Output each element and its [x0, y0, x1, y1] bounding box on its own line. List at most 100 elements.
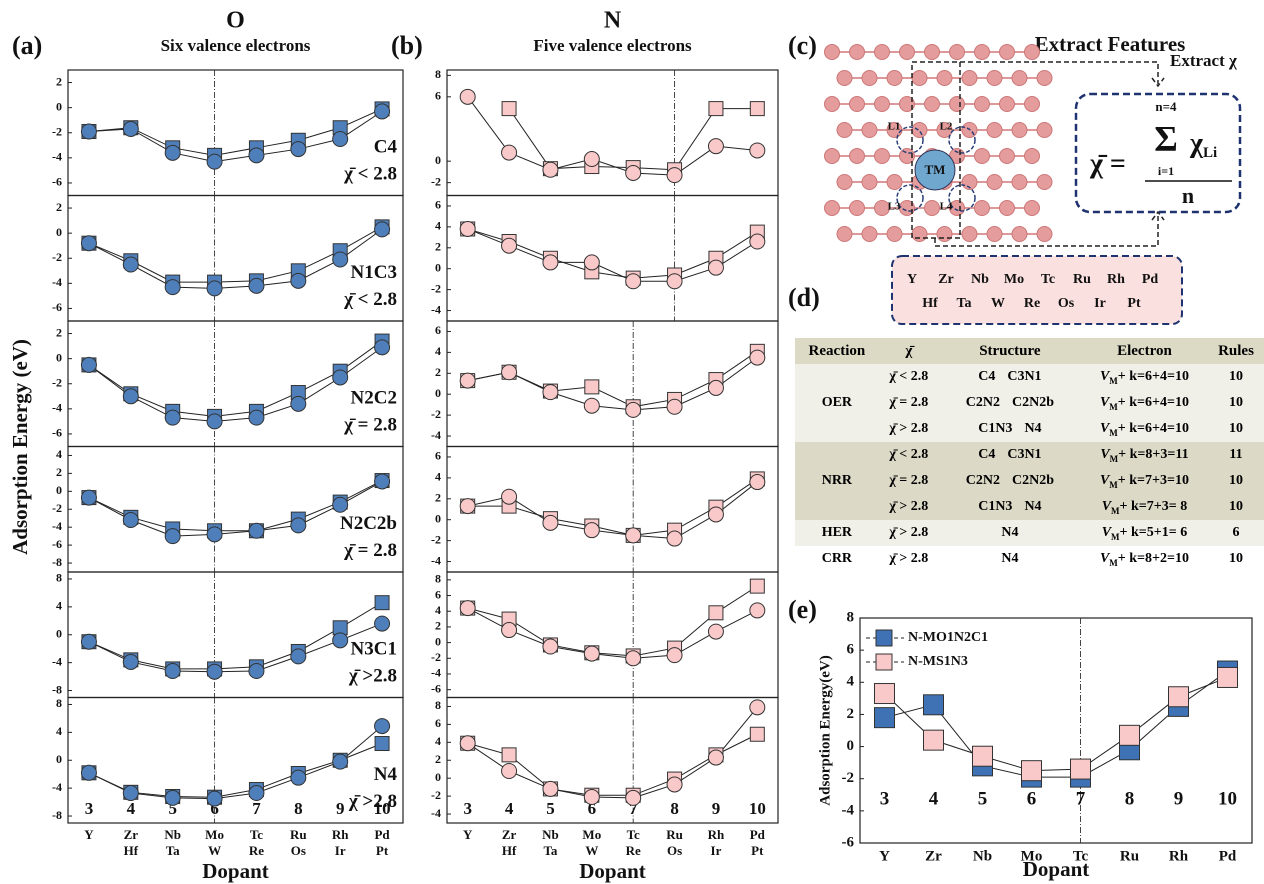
- y-tick-label: -2: [52, 501, 62, 515]
- structure: C4: [978, 369, 996, 384]
- y-tick-label: 6: [435, 449, 441, 463]
- atom: [1011, 174, 1028, 190]
- electron-rule: + k=6+4=10: [1117, 394, 1189, 410]
- y-tick-label: 0: [56, 483, 62, 497]
- y-tick-label: -4: [52, 150, 62, 164]
- group-label: 9: [712, 799, 721, 818]
- data-point: [122, 512, 139, 529]
- y-tick-label: -2: [431, 788, 441, 802]
- annotation: χ̄ >2.8: [348, 791, 397, 812]
- x-tick-label: Y: [463, 827, 473, 842]
- y-tick-label: 0: [435, 260, 441, 274]
- group-label: 3: [463, 799, 472, 818]
- data-point: [290, 769, 307, 786]
- atom: [824, 96, 840, 112]
- data-point: [1119, 724, 1140, 746]
- data-point: [122, 256, 139, 273]
- group-label: 4: [127, 799, 136, 818]
- x-tick-label: Nb: [164, 827, 181, 842]
- x-tick-label: Rh: [332, 827, 349, 842]
- formula-sub: Li: [1203, 145, 1217, 161]
- y-tick-label: -4: [431, 302, 441, 316]
- y-tick-label: 4: [847, 674, 855, 690]
- data-point: [164, 528, 181, 545]
- rules-cell: 10: [1208, 494, 1264, 520]
- atom: [974, 200, 990, 216]
- annotation: N4: [374, 764, 398, 785]
- atom: [861, 122, 878, 138]
- atom: [936, 226, 953, 242]
- y-tick-label: -8: [52, 808, 62, 822]
- x-tick-label: Zr: [925, 848, 942, 864]
- y-tick-label: 6: [435, 587, 441, 601]
- annotation: χ̄ >2.8: [348, 665, 397, 686]
- data-point: [666, 273, 683, 290]
- table-row: χ̄ = 2.8 C2N2 C2N2b VM+ k=7+3=10 10: [795, 468, 1264, 494]
- x-tick-label: Ir: [711, 843, 722, 858]
- y-tick-label: 0: [435, 386, 441, 400]
- data-point: [332, 496, 349, 513]
- y-tick-label: 8: [56, 571, 62, 585]
- reaction-cell: HER: [795, 520, 879, 546]
- y-tick-label: 0: [56, 752, 62, 766]
- data-point: [122, 120, 139, 137]
- atom: [924, 44, 940, 60]
- data-point: [332, 753, 349, 770]
- data-point: [80, 356, 97, 373]
- atom: [911, 70, 928, 86]
- data-point: [248, 277, 265, 294]
- structure: C2N2: [965, 473, 1000, 488]
- structure: N4: [1001, 525, 1019, 540]
- atom: [899, 44, 915, 60]
- panel-label: (e): [788, 595, 817, 624]
- data-point: [874, 707, 895, 729]
- data-point: [625, 527, 642, 544]
- y-tick-label: 0: [435, 511, 441, 525]
- x-tick-label: Mo: [205, 827, 224, 842]
- electron-symbol: V: [1099, 550, 1110, 566]
- electron-rule: + k=7+3= 8: [1119, 498, 1188, 514]
- electron-rule: + k=8+2=10: [1117, 550, 1189, 566]
- data-point: [749, 101, 765, 117]
- y-tick-label: 4: [435, 470, 441, 484]
- atom: [961, 174, 978, 190]
- structure-cell: C1N3 N4: [938, 494, 1081, 520]
- x-tick-label: Mo: [582, 827, 601, 842]
- group-label: 7: [252, 799, 261, 818]
- annotation: N2C2: [351, 387, 397, 408]
- atom: [974, 96, 990, 112]
- element-label: Pd: [1142, 272, 1159, 287]
- y-tick-label: 0: [56, 225, 62, 239]
- electron-cell: VM+ k=8+3=11: [1080, 442, 1208, 468]
- data-point: [332, 251, 349, 268]
- data-point: [80, 764, 97, 781]
- y-tick-label: -4: [431, 428, 441, 442]
- chi-cell: χ̄ = 2.8: [878, 468, 939, 494]
- center-label: TM: [925, 162, 946, 177]
- data-point: [206, 790, 223, 807]
- formula: χLi: [1189, 128, 1217, 161]
- atom: [999, 200, 1015, 216]
- y-tick-label: 2: [435, 752, 441, 766]
- ligand-ring: [896, 126, 924, 154]
- y-axis-label: Adsorption Energy(eV): [817, 655, 833, 805]
- data-point: [542, 384, 559, 401]
- table-row: χ̄ > 2.8 C1N3 N4 VM+ k=7+3= 8 10: [795, 494, 1264, 520]
- electron-symbol: V: [1099, 368, 1110, 384]
- data-point: [290, 141, 307, 158]
- legend-label: N-MO1N2C1: [908, 630, 988, 645]
- reaction-cell: NRR: [795, 442, 879, 520]
- atom: [874, 44, 890, 60]
- x-tick-label: Y: [84, 827, 94, 842]
- data-point: [122, 785, 139, 802]
- atom: [849, 44, 865, 60]
- formula: i=1: [1158, 164, 1174, 178]
- element-label: Mo: [1004, 272, 1024, 287]
- electron-cell: VM+ k=6+4=10: [1080, 416, 1208, 442]
- y-tick-label: 0: [435, 770, 441, 784]
- electron-subscript: M: [1109, 557, 1118, 568]
- data-point: [80, 235, 97, 252]
- atom: [1011, 122, 1028, 138]
- data-point: [290, 395, 307, 412]
